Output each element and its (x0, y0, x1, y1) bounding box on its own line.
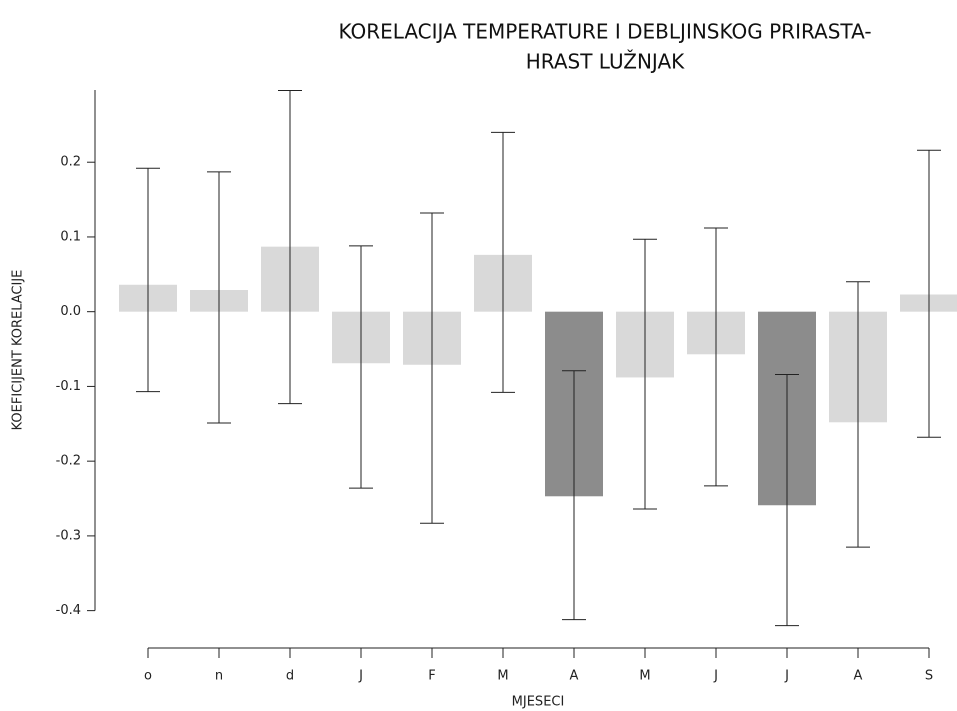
error-bar (775, 373, 799, 627)
x-tick-label: J (713, 669, 718, 684)
error-bar (633, 238, 657, 510)
error-bar (278, 89, 302, 405)
error-bar (562, 370, 586, 621)
error-bar (349, 245, 373, 489)
y-axis-title: KOEFICIJENT KORELACIJE (11, 270, 26, 431)
error-bar (704, 227, 728, 487)
y-tick-label: -0.4 (56, 603, 81, 618)
x-tick-label: J (784, 669, 789, 684)
y-tick-label: -0.3 (56, 528, 81, 543)
x-tick-label: F (428, 669, 435, 684)
error-bar (917, 149, 941, 438)
x-tick-label: M (497, 669, 508, 684)
x-axis-title: MJESECI (512, 695, 565, 710)
error-bar (846, 281, 870, 548)
y-tick-label: -0.1 (56, 379, 81, 394)
x-tick-label: M (639, 669, 650, 684)
x-tick-label: S (925, 669, 933, 684)
error-bar (491, 131, 515, 393)
x-tick-label: n (215, 669, 223, 684)
y-tick-label: 0.0 (60, 304, 81, 319)
chart-title: KORELACIJA TEMPERATURE I DEBLJINSKOG PRI… (338, 20, 871, 44)
x-tick-label: o (144, 669, 152, 684)
y-tick-label: 0.1 (60, 229, 81, 244)
error-bar (136, 167, 160, 393)
x-tick-label: A (570, 669, 579, 684)
x-tick-label: J (358, 669, 363, 684)
y-tick-label: -0.2 (56, 454, 81, 469)
error-bar (207, 171, 231, 424)
chart-title: HRAST LUŽNJAK (526, 50, 685, 74)
x-tick-label: d (286, 669, 294, 684)
error-bar (420, 212, 444, 524)
y-tick-label: 0.2 (60, 155, 81, 170)
x-tick-label: A (854, 669, 863, 684)
